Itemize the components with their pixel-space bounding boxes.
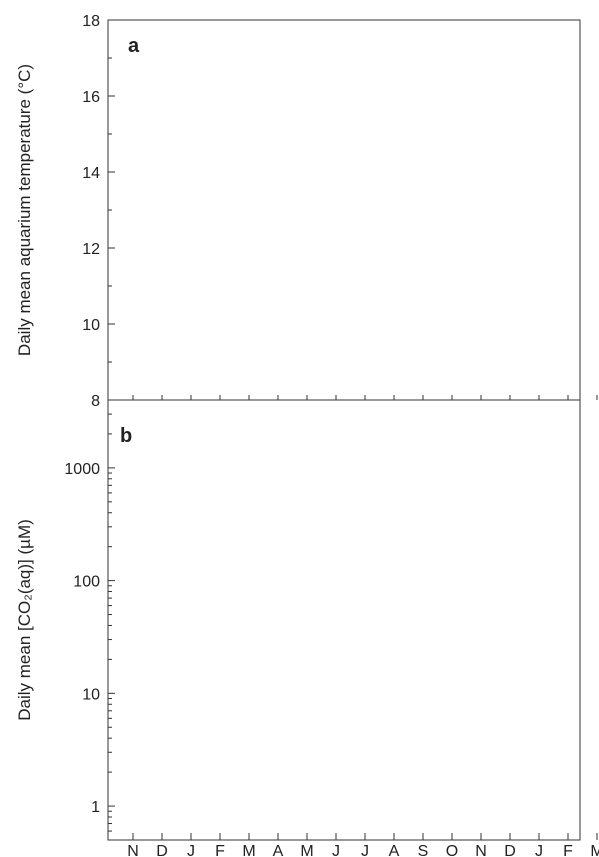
x-tick-label-month: A [273, 843, 284, 857]
x-tick-label-month: J [535, 843, 543, 857]
panel-letter-a: a [128, 35, 140, 57]
y-tick-label-b: 1000 [64, 461, 100, 478]
x-tick-label-month: O [446, 843, 458, 857]
panel-a-frame [107, 19, 581, 401]
y-tick-label-a: 8 [91, 393, 100, 410]
panel-b-co2: b 1 10 100 1000 Daily mean [CO₂(aq)] (µM) [15, 399, 581, 841]
x-tick-label-month: A [389, 843, 400, 857]
y-tick-label-b: 100 [73, 574, 100, 591]
x-tick-label-month: M [590, 843, 599, 857]
y-tick-label-a: 18 [82, 13, 100, 30]
panel-b-frame [107, 399, 581, 841]
x-tick-label-month: J [332, 843, 340, 857]
x-tick-label-month: J [361, 843, 369, 857]
y-tick-label-a: 10 [82, 317, 100, 334]
x-tick-label-month: F [215, 843, 225, 857]
y-tick-label-a: 12 [82, 241, 100, 258]
panel-a-temperature: a 8 10 12 14 16 18 Daily mean aquarium temperat… [15, 13, 581, 410]
x-tick-label-month: D [504, 843, 516, 857]
y-tick-label-a: 16 [82, 89, 100, 106]
x-tick-label-month: F [563, 843, 573, 857]
x-tick-label-month: M [300, 843, 313, 857]
y-axis-label-a: Daily mean aquarium temperature (°C) [15, 64, 34, 356]
x-tick-label-month: M [242, 843, 255, 857]
x-tick-label-month: N [475, 843, 487, 857]
y-axis-label-b: Daily mean [CO₂(aq)] (µM) [15, 519, 34, 721]
y-tick-label-b: 10 [82, 686, 100, 703]
x-tick-label-month: S [418, 843, 429, 857]
x-tick-label-month: D [156, 843, 168, 857]
x-tick-label-month: N [127, 843, 139, 857]
y-tick-label-b: 1 [91, 799, 100, 816]
x-tick-label-month: J [187, 843, 195, 857]
panel-letter-b: b [120, 425, 132, 447]
y-tick-label-a: 14 [82, 165, 100, 182]
